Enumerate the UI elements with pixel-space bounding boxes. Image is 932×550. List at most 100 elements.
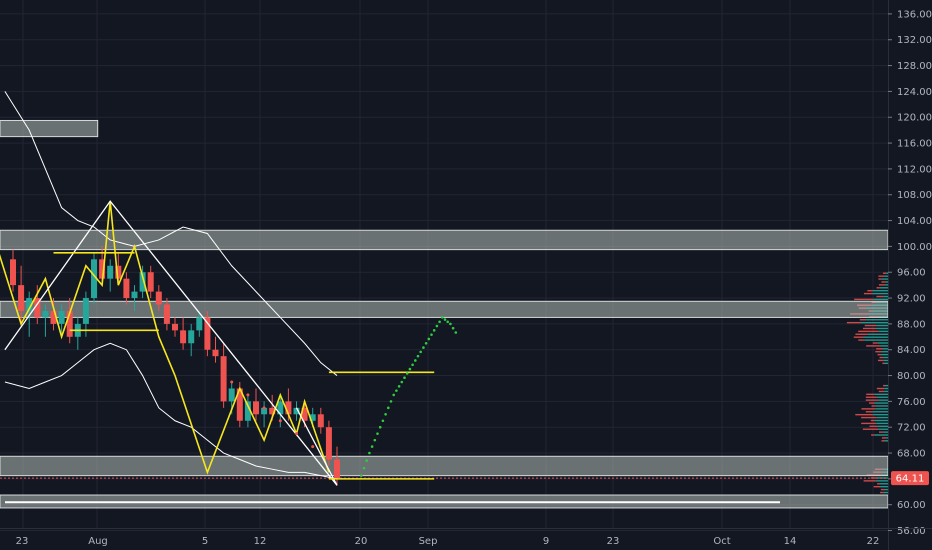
profile-bar-buy [878,428,888,430]
projection-dot [360,474,363,477]
profile-bar-sell [854,298,874,301]
time-axis[interactable]: 23 Aug 5 12 20 Sep 9 23 Oct 14 22 [0,528,932,548]
projection-dot [443,318,447,321]
candle-body [131,291,138,299]
lower-band-line [4,342,338,480]
trend-line [295,407,338,486]
profile-bar-sell [875,351,882,353]
profile-bar-sell [881,437,887,439]
price-tick-label: 60.00 [897,500,926,511]
pattern-drawings [0,200,435,486]
candle-body [334,459,340,479]
profile-bar-sell [865,399,879,401]
profile-bar-buy [864,339,888,341]
projection-dot [438,320,441,324]
current-price-label: 64.11 [896,474,925,485]
candle-body [123,278,130,299]
profile-bar-buy [880,485,888,488]
red-dot [246,393,250,397]
profile-bar-buy [872,411,888,413]
indicator-lines [4,91,338,480]
profile-bar-sell [879,356,884,359]
zone-box [0,119,99,138]
profile-bar-sell [876,348,884,350]
candle-body [212,349,219,357]
profile-bar-buy [883,491,888,494]
projection-dot [432,329,436,332]
profile-bar-sell [878,390,885,393]
profile-bar-sell [871,405,876,407]
projection-dot [419,350,423,354]
candle-body [139,272,146,292]
profile-bar-buy [881,278,888,280]
time-tick-label: 5 [202,536,208,547]
profile-bar-buy [884,275,888,277]
zone-box [0,300,889,318]
price-tick-label: 72.00 [897,423,926,434]
profile-bar-buy [872,292,888,295]
projection-dot [408,367,412,371]
profile-bar-buy [874,393,888,396]
profile-bar-sell [872,342,878,344]
price-tick-label: 80.00 [897,371,926,382]
projection-dot [449,322,452,326]
profile-bar-buy [880,353,888,356]
profile-bar-sell [878,284,886,286]
profile-bar-buy [873,402,888,404]
red-dot [262,406,266,410]
projection-dot [362,466,366,470]
profile-bar-sell [881,281,886,283]
profile-bar-buy [860,321,888,324]
profile-bar-sell [867,289,873,292]
candle-body [18,285,25,311]
candle-body [188,330,195,344]
profile-bar-sell [880,488,885,491]
profile-bar-sell [877,353,881,356]
profile-bar-buy [885,384,888,387]
projection-dot [368,451,371,455]
candle-body [99,259,106,279]
time-tick-label: 20 [355,536,368,547]
profile-bar-buy [884,488,888,491]
profile-bar-sell [870,419,875,422]
projection-dot [373,438,377,442]
candle-body [180,330,187,344]
profile-bar-buy [884,440,888,442]
profile-bar-buy [876,477,888,479]
profile-bar-buy [876,396,888,398]
projection-dot [424,341,428,345]
profile-bar-buy [883,295,888,298]
price-tick-label: 96.00 [897,268,926,279]
profile-bar-sell [882,362,885,365]
candle-body [115,265,122,279]
profile-bar-sell [883,272,887,274]
profile-bar-buy [866,319,888,321]
projection-dot [403,376,406,380]
price-tick-label: 128.00 [897,61,932,72]
profile-bar-buy [867,333,888,335]
profile-bar-sell [855,333,868,335]
profile-bar-buy [878,399,888,401]
current-price-badge [891,471,929,486]
profile-bar-sell [858,339,865,341]
projection-dot [378,425,382,429]
projection-dot [387,406,390,410]
candle-body [42,310,49,318]
candle-body [82,298,89,324]
price-tick-label: 124.00 [897,87,932,98]
candle-body [66,310,73,337]
profile-bar-buy [875,405,888,407]
profile-bar-buy [876,416,888,419]
price-tick-label: 92.00 [897,294,926,305]
profile-bar-buy [872,413,888,416]
price-tick-label: 136.00 [897,9,932,20]
profile-bar-buy [874,434,888,436]
time-tick-label: 22 [867,536,880,547]
profile-bar-buy [884,387,888,390]
price-tick-label: 108.00 [897,190,932,201]
moving-average-line [4,91,338,376]
profile-bar-sell [876,295,884,298]
price-axis[interactable]: 136.00 132.00 128.00 124.00 120.00 116.00 112.… [888,0,932,550]
red-dot [311,445,315,449]
